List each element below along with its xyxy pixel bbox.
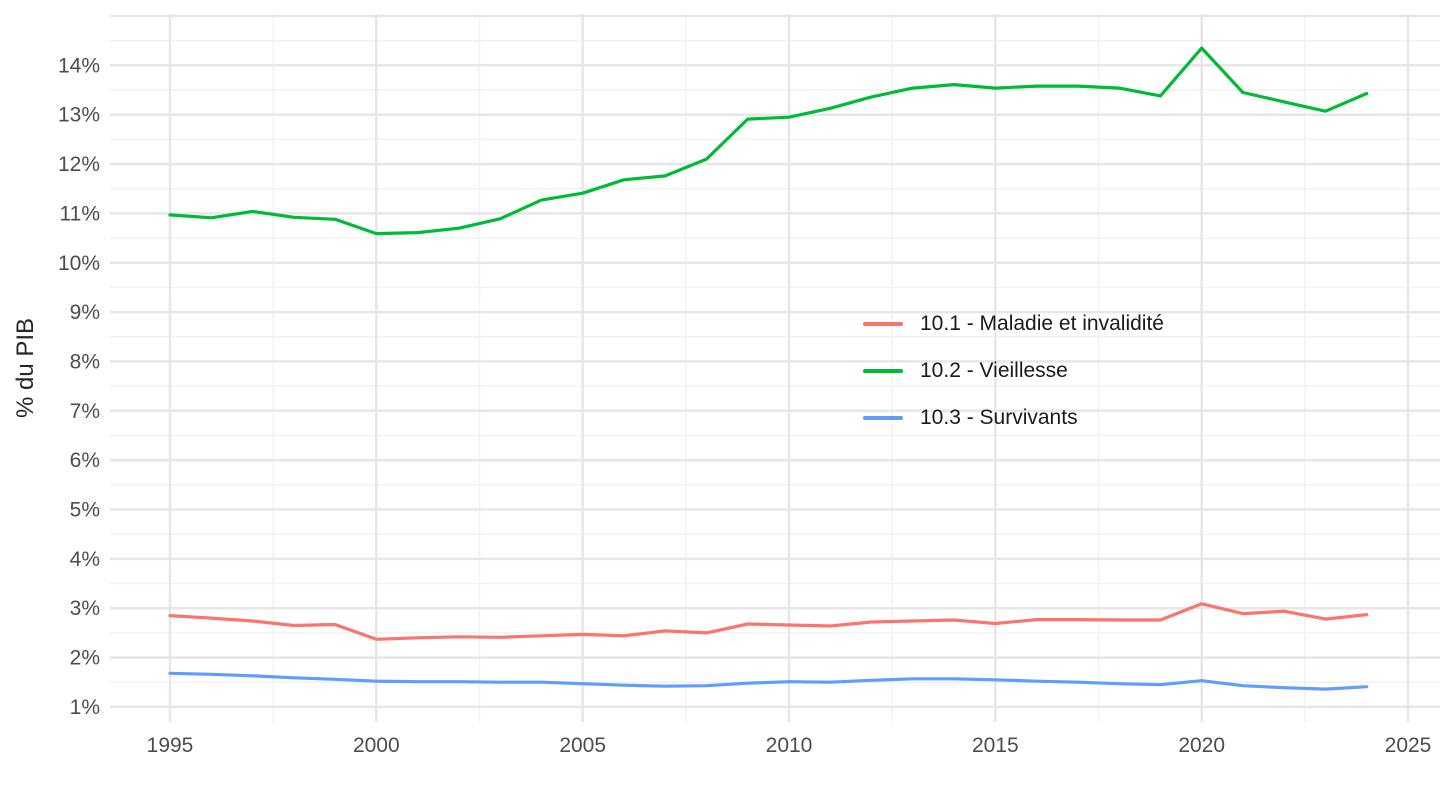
y-tick-label: 5% — [70, 499, 100, 522]
y-tick-label: 4% — [70, 548, 100, 571]
y-tick-label: 9% — [70, 301, 100, 324]
legend-swatch-icon — [863, 368, 903, 373]
legend-label: 10.1 - Maladie et invalidité — [920, 311, 1164, 335]
y-tick-label: 10% — [58, 252, 100, 275]
legend: 10.1 - Maladie et invalidité 10.2 - Vieil… — [863, 300, 1164, 441]
y-tick-label: 13% — [58, 104, 100, 127]
legend-label: 10.3 - Survivants — [920, 405, 1078, 429]
legend-swatch-icon — [863, 321, 903, 326]
x-tick-label: 2005 — [559, 734, 606, 757]
x-tick-label: 2025 — [1385, 734, 1432, 757]
x-tick-label: 2010 — [766, 734, 813, 757]
legend-item: 10.1 - Maladie et invalidité — [863, 300, 1164, 347]
y-tick-label: 14% — [58, 54, 100, 77]
y-tick-label: 8% — [70, 350, 100, 373]
y-axis-title: % du PIB — [12, 317, 39, 419]
legend-swatch-icon — [863, 415, 903, 420]
y-tick-label: 3% — [70, 597, 100, 620]
legend-item: 10.3 - Survivants — [863, 394, 1164, 441]
legend-label: 10.2 - Vieillesse — [920, 358, 1068, 382]
series-line-0 — [168, 602, 1369, 641]
y-tick-label: 7% — [70, 400, 100, 423]
y-tick-label: 6% — [70, 449, 100, 472]
x-tick-label: 2020 — [1178, 734, 1225, 757]
x-tick-label: 2015 — [972, 734, 1019, 757]
y-tick-label: 12% — [58, 153, 100, 176]
series-line-1 — [168, 46, 1369, 236]
series-line-2 — [168, 671, 1369, 691]
x-tick-label: 1995 — [147, 734, 194, 757]
y-tick-label: 2% — [70, 647, 100, 670]
y-tick-label: 11% — [60, 202, 100, 225]
x-tick-label: 2000 — [353, 734, 400, 757]
y-tick-label: 1% — [70, 696, 100, 719]
legend-item: 10.2 - Vieillesse — [863, 347, 1164, 394]
